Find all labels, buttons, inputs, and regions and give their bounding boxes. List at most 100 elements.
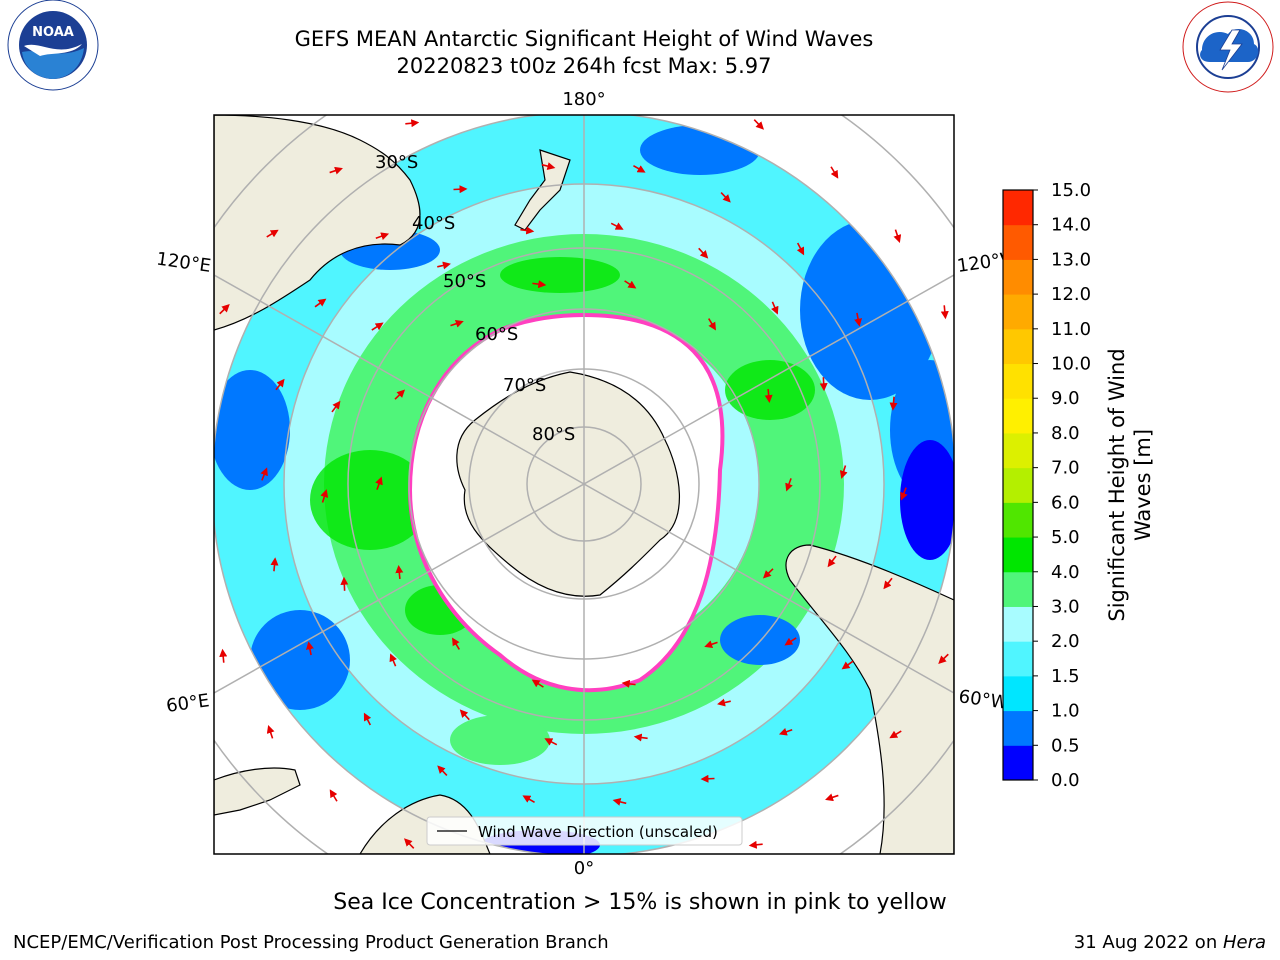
colorbar-tick-label: 15.0 — [1051, 180, 1091, 201]
chart-subtitle: 20220823 t00z 264h fcst Max: 5.97 — [396, 54, 772, 78]
wave-arrow — [404, 838, 415, 849]
colorbar-tick-label: 9.0 — [1051, 388, 1080, 409]
wave-arrow — [785, 478, 793, 492]
wave-arrow — [395, 564, 404, 579]
lat-label: 60°S — [475, 324, 518, 345]
wave-arrow — [778, 727, 793, 736]
colorbar-tick-label: 1.0 — [1051, 701, 1080, 722]
wave-arrow — [437, 261, 451, 270]
wave-arrow — [260, 467, 268, 481]
sea-ice-caption: Sea Ice Concentration > 15% is shown in … — [333, 890, 947, 915]
longitude-labels: 180° 0° 120°E 120°W 60°E 60°W — [155, 89, 1019, 879]
colorbar-tick-label: 13.0 — [1051, 249, 1091, 270]
wave-arrow — [394, 389, 406, 400]
wave-arrow — [889, 730, 902, 739]
colorbar-tick-label: 2.0 — [1051, 631, 1080, 652]
colorbar-tick-label: 7.0 — [1051, 458, 1080, 479]
wave-arrow — [520, 226, 535, 235]
map-legend: Wind Wave Direction (unscaled) — [426, 816, 743, 846]
wave-arrow — [612, 798, 627, 806]
wave-arrow — [825, 793, 839, 802]
wave-arrow — [796, 242, 805, 256]
colorbar-tick-label: 8.0 — [1051, 423, 1080, 444]
wave-arrow — [784, 637, 797, 646]
wave-arrow — [219, 304, 230, 315]
colorbar-segment — [1003, 190, 1033, 226]
wave-arrow — [748, 840, 763, 849]
colorbar-segment — [1003, 502, 1033, 538]
map-frame — [213, 114, 955, 855]
colorbar-tick-label: 12.0 — [1051, 284, 1091, 305]
nws-logo — [1182, 1, 1274, 93]
colorbar-segment — [1003, 710, 1033, 746]
wave-arrow — [700, 774, 715, 783]
wave-arrow — [854, 312, 862, 327]
wave-arrow — [830, 166, 839, 179]
wave-arrow — [389, 653, 397, 667]
wave-arrow — [219, 648, 228, 663]
wave-arrow — [633, 165, 646, 173]
colorbar-tick-label: 0.5 — [1051, 735, 1080, 756]
wave-arrow — [762, 568, 774, 579]
colorbar-tick-label: 0.0 — [1051, 770, 1080, 791]
wave-arrow — [363, 712, 372, 726]
colorbar-segment — [1003, 641, 1033, 677]
wave-arrow — [704, 640, 718, 649]
colorbar-segment — [1003, 467, 1033, 503]
colorbar-tick-label: 11.0 — [1051, 319, 1091, 340]
colorbar-segment — [1003, 537, 1033, 573]
wave-arrow — [450, 319, 464, 328]
wave-arrow — [531, 679, 544, 688]
wave-arrow — [270, 557, 279, 572]
colorbar-tick-label: 3.0 — [1051, 596, 1080, 617]
wave-arrow — [841, 660, 854, 670]
wave-arrow — [306, 641, 314, 656]
footer-credit: NCEP/EMC/Verification Post Processing Pr… — [13, 932, 609, 953]
colorbar: 0.0 0.5 1.0 1.5 2.0 3.0 4.0 5.0 6.0 7.0 8.0 9.0 10.0… — [1002, 180, 1091, 791]
wave-arrow — [453, 185, 468, 194]
wave-arrow — [320, 489, 329, 503]
footer-machine: Hera — [1222, 932, 1266, 953]
colorbar-segment — [1003, 294, 1033, 330]
wave-arrow — [459, 709, 470, 721]
colorbar-tick-label: 6.0 — [1051, 492, 1080, 513]
latitude-labels: 30°S 40°S 50°S 60°S 70°S 80°S — [375, 152, 575, 445]
lat-label: 50°S — [443, 271, 486, 292]
footer-date: 31 Aug 2022 on Hera — [1074, 932, 1266, 953]
wave-arrow — [753, 119, 764, 130]
wave-arrow — [371, 322, 384, 331]
wave-arrow — [331, 400, 341, 413]
colorbar-segment — [1003, 398, 1033, 434]
colorbar-tick-label: 4.0 — [1051, 562, 1080, 583]
colorbar-segment — [1003, 675, 1033, 712]
wave-arrow — [624, 280, 637, 289]
colorbar-segment — [1003, 259, 1033, 295]
noaa-logo-text: NOAA — [32, 25, 74, 40]
wave-arrow — [329, 789, 338, 802]
footer-date-text: 31 Aug 2022 on — [1073, 932, 1223, 953]
colorbar-segment — [1003, 363, 1033, 399]
lon-label-bottom: 0° — [574, 858, 594, 879]
wave-arrow — [889, 396, 898, 411]
noaa-logo: NOAA — [7, 0, 99, 91]
wave-arrow — [266, 725, 275, 739]
wave-arrow — [633, 733, 648, 742]
wave-arrow — [266, 229, 279, 238]
lon-label-lower-left: 60°E — [165, 690, 211, 717]
wave-arrow — [610, 222, 624, 230]
colorbar-segment — [1003, 606, 1033, 642]
wave-arrow — [938, 653, 949, 664]
wave-arrow — [452, 637, 460, 650]
lon-label-top: 180° — [562, 89, 605, 110]
wave-arrow — [375, 476, 383, 490]
colorbar-frame — [1002, 189, 1034, 781]
lon-label-upper-left: 120°E — [155, 249, 212, 277]
colorbar-label-line1: Significant Height of Wind — [1105, 348, 1129, 621]
wave-arrow — [708, 318, 716, 331]
wave-arrow — [314, 298, 327, 308]
wave-arrow — [405, 119, 420, 128]
wave-arrow — [827, 555, 837, 568]
